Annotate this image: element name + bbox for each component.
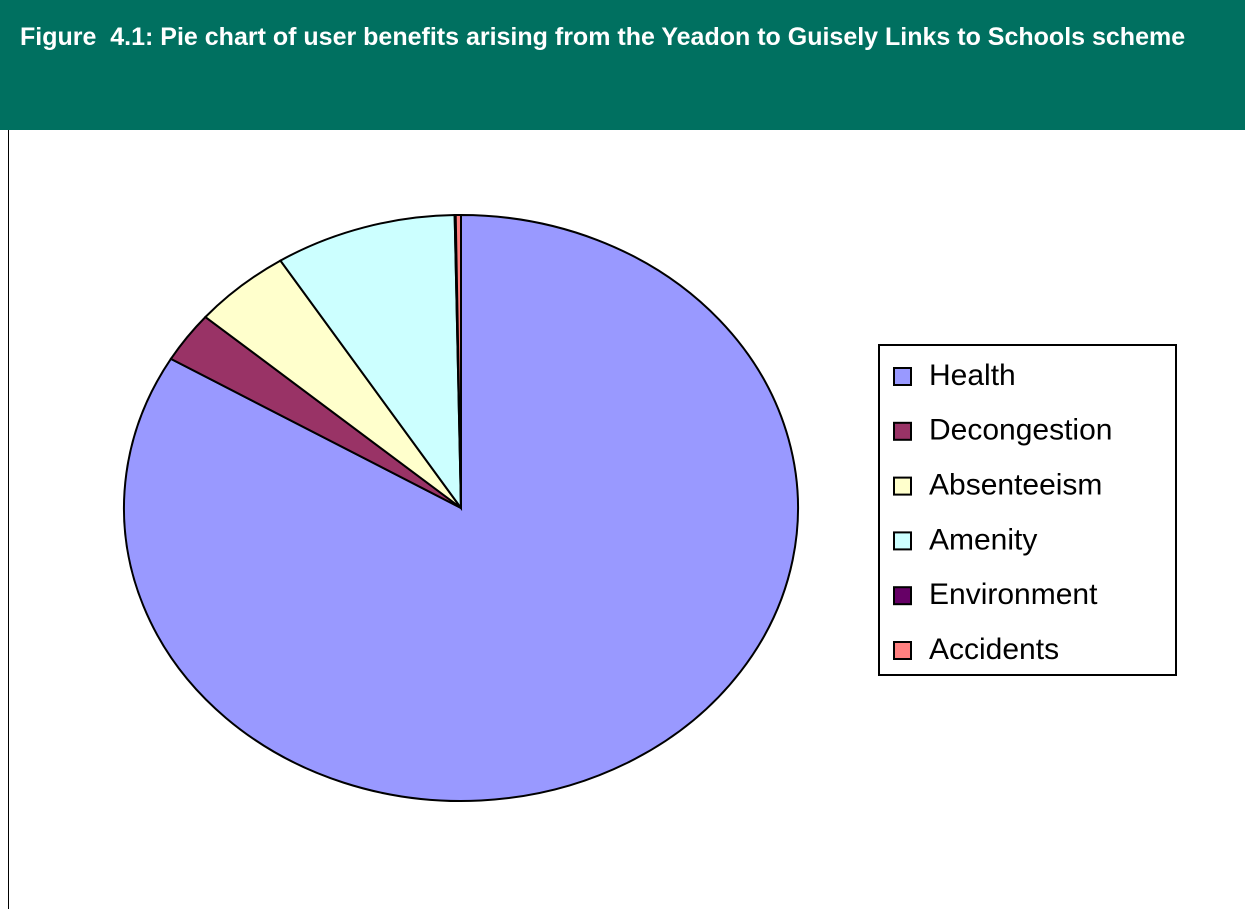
legend-swatch [893,586,912,606]
legend-swatch [893,531,912,551]
legend-swatch [893,476,912,496]
legend-box [878,344,1177,676]
legend-label: Absenteeism [929,469,1102,502]
legend-swatch [893,367,912,386]
pie-slice [454,213,462,509]
header: Figure 4.1: Pie chart of user benefits a… [0,0,1245,130]
pie-slice [278,214,463,512]
chart-title: Figure 4.1: Pie chart of user benefits a… [20,23,1186,51]
legend-swatch [893,421,912,441]
legend-label: Amenity [929,523,1037,556]
legend-label: Environment [929,578,1098,611]
legend-swatch [893,641,912,660]
frame-line [8,130,9,909]
legend-label: Decongestion [929,414,1112,447]
pie-slice [123,213,799,802]
legend-label: Accidents [929,633,1059,666]
legend-label: Health [929,359,1016,392]
